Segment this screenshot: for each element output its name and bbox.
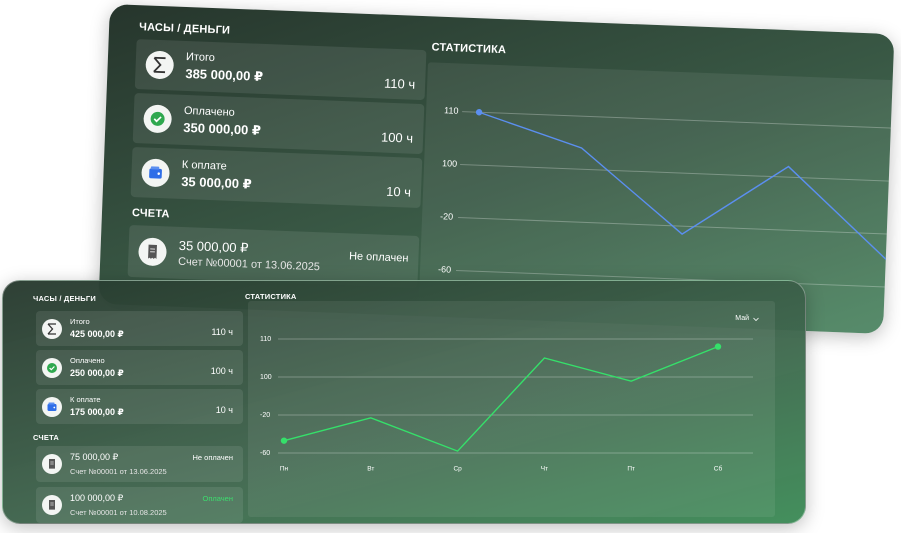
account-card: 35 000,00 ₽ Счет №00001 от 13.06.2025 Не о… [127, 224, 420, 289]
card-hours: 110 ч [211, 327, 233, 337]
line-series [283, 345, 719, 452]
chart: 110 100 -20 -60 [438, 105, 895, 288]
card-icon [141, 158, 171, 188]
icon-glyph [49, 459, 55, 469]
grid-line [456, 269, 890, 288]
point [714, 343, 722, 350]
account-status: Не оплачен [192, 453, 233, 462]
section-title: СТАТИСТИКА [245, 292, 297, 301]
x-tick-label: Чт [541, 466, 548, 473]
x-tick-label: Вт [367, 466, 374, 473]
account-status: Не оплачен [348, 250, 409, 265]
card-icon [42, 318, 62, 339]
icon-glyph [47, 402, 57, 411]
x-tick-label: Ср [453, 466, 462, 473]
card-hours: 100 ч [380, 129, 414, 146]
point [280, 437, 288, 444]
card-amount: 350 000,00 ₽ [183, 119, 262, 138]
chart: 110 100 -20 -60 Пн Вт Ср Чт Пт Сб [260, 336, 753, 473]
front-panel: ЧАСЫ / ДЕНЬГИ Итого 425 000,00 ₽ 110 ч Оплач… [2, 280, 806, 524]
card-icon [42, 396, 62, 417]
card-hours: 10 ч [385, 183, 412, 200]
card-icon [143, 104, 173, 134]
back-panel: ЧАСЫ / ДЕНЬГИ Итого 385 000,00 ₽110 ч Оплач… [98, 4, 895, 334]
section-title: СЧЕТА [131, 207, 170, 221]
section-title: ЧАСЫ / ДЕНЬГИ [138, 21, 231, 37]
card-label: К оплате [70, 395, 101, 404]
chart-area: 110 100 -20 -60 [418, 62, 895, 334]
x-tick-label: Пт [627, 466, 635, 473]
y-tick-label: 100 [260, 374, 272, 381]
chart-area: Май 110 100 -20 -60 Пн Вт Ср Чт Пт Сб [248, 301, 775, 517]
account-status: Оплачен [202, 494, 234, 503]
account-card: 100 000,00 ₽ Счет №00001 от 10.08.2025 Опл… [36, 487, 243, 523]
card-hours: 100 ч [210, 366, 233, 376]
x-tick-label: Пн [280, 466, 289, 473]
y-tick-label: 110 [444, 105, 459, 116]
summary-card: К оплате 175 000,00 ₽ 10 ч [36, 389, 243, 424]
card-label: К оплате [181, 158, 227, 173]
account-icon [42, 495, 62, 515]
grid-line [458, 217, 892, 235]
chevron [753, 317, 759, 322]
section-title: СЧЕТА [33, 433, 60, 442]
account-amount: 100 000,00 ₽ [70, 493, 124, 503]
summary-card: Итого 385 000,00 ₽ 110 ч [134, 39, 427, 101]
summary-card: Оплачено 250 000,00 ₽ 100 ч [36, 350, 243, 385]
icon-glyph [150, 111, 165, 126]
card-icon [42, 357, 62, 378]
card-amount: 250 000,00 ₽ [70, 368, 124, 378]
icon-glyph [47, 322, 56, 335]
icon-glyph [149, 166, 162, 179]
grid-line [462, 111, 895, 129]
card-amount: 385 000,00 ₽ [185, 65, 264, 84]
account-number: Счет №00001 от 13.06.2025 [177, 255, 321, 274]
period-select[interactable]: Май [735, 315, 749, 322]
point [475, 109, 483, 116]
y-tick-label: -20 [440, 211, 453, 221]
icon-glyph [148, 244, 157, 259]
summary-card: К оплате 35 000,00 ₽ 10 ч [130, 146, 423, 209]
card-hours: 110 ч [383, 75, 416, 92]
y-tick-label: 110 [260, 336, 271, 343]
icon-glyph [49, 500, 55, 510]
x-tick-label: Сб [714, 465, 723, 473]
card-icon [145, 50, 175, 80]
account-icon [42, 454, 62, 474]
card-label: Итого [70, 317, 90, 326]
card-label: Итого [185, 50, 216, 65]
summary-card: Оплачено 350 000,00 ₽ 100 ч [132, 93, 425, 155]
account-number: Счет №00001 от 13.06.2025 [70, 467, 167, 476]
card-amount: 425 000,00 ₽ [70, 329, 124, 339]
summary-card: Итого 425 000,00 ₽ 110 ч [36, 311, 243, 346]
account-amount: 35 000,00 ₽ [178, 237, 249, 256]
card-amount: 35 000,00 ₽ [180, 173, 252, 192]
y-tick-label: 100 [442, 158, 457, 169]
y-tick-label: -20 [260, 412, 270, 419]
card-hours: 10 ч [215, 405, 233, 415]
y-tick-label: -60 [438, 264, 451, 274]
account-card: 75 000,00 ₽ Счет №00001 от 13.06.2025 Не о… [36, 446, 243, 482]
grid-line [460, 164, 894, 182]
y-tick-label: -60 [260, 450, 270, 457]
section-title: ЧАСЫ / ДЕНЬГИ [33, 294, 96, 303]
card-label: Оплачено [70, 356, 105, 365]
icon-glyph [153, 56, 166, 74]
icon-glyph [47, 362, 57, 373]
account-icon [137, 237, 168, 267]
account-amount: 75 000,00 ₽ [70, 452, 119, 462]
card-amount: 175 000,00 ₽ [70, 407, 124, 417]
card-label: Оплачено [183, 104, 236, 119]
line-series [478, 111, 890, 263]
account-number: Счет №00001 от 10.08.2025 [70, 508, 167, 517]
section-title: СТАТИСТИКА [431, 41, 507, 57]
